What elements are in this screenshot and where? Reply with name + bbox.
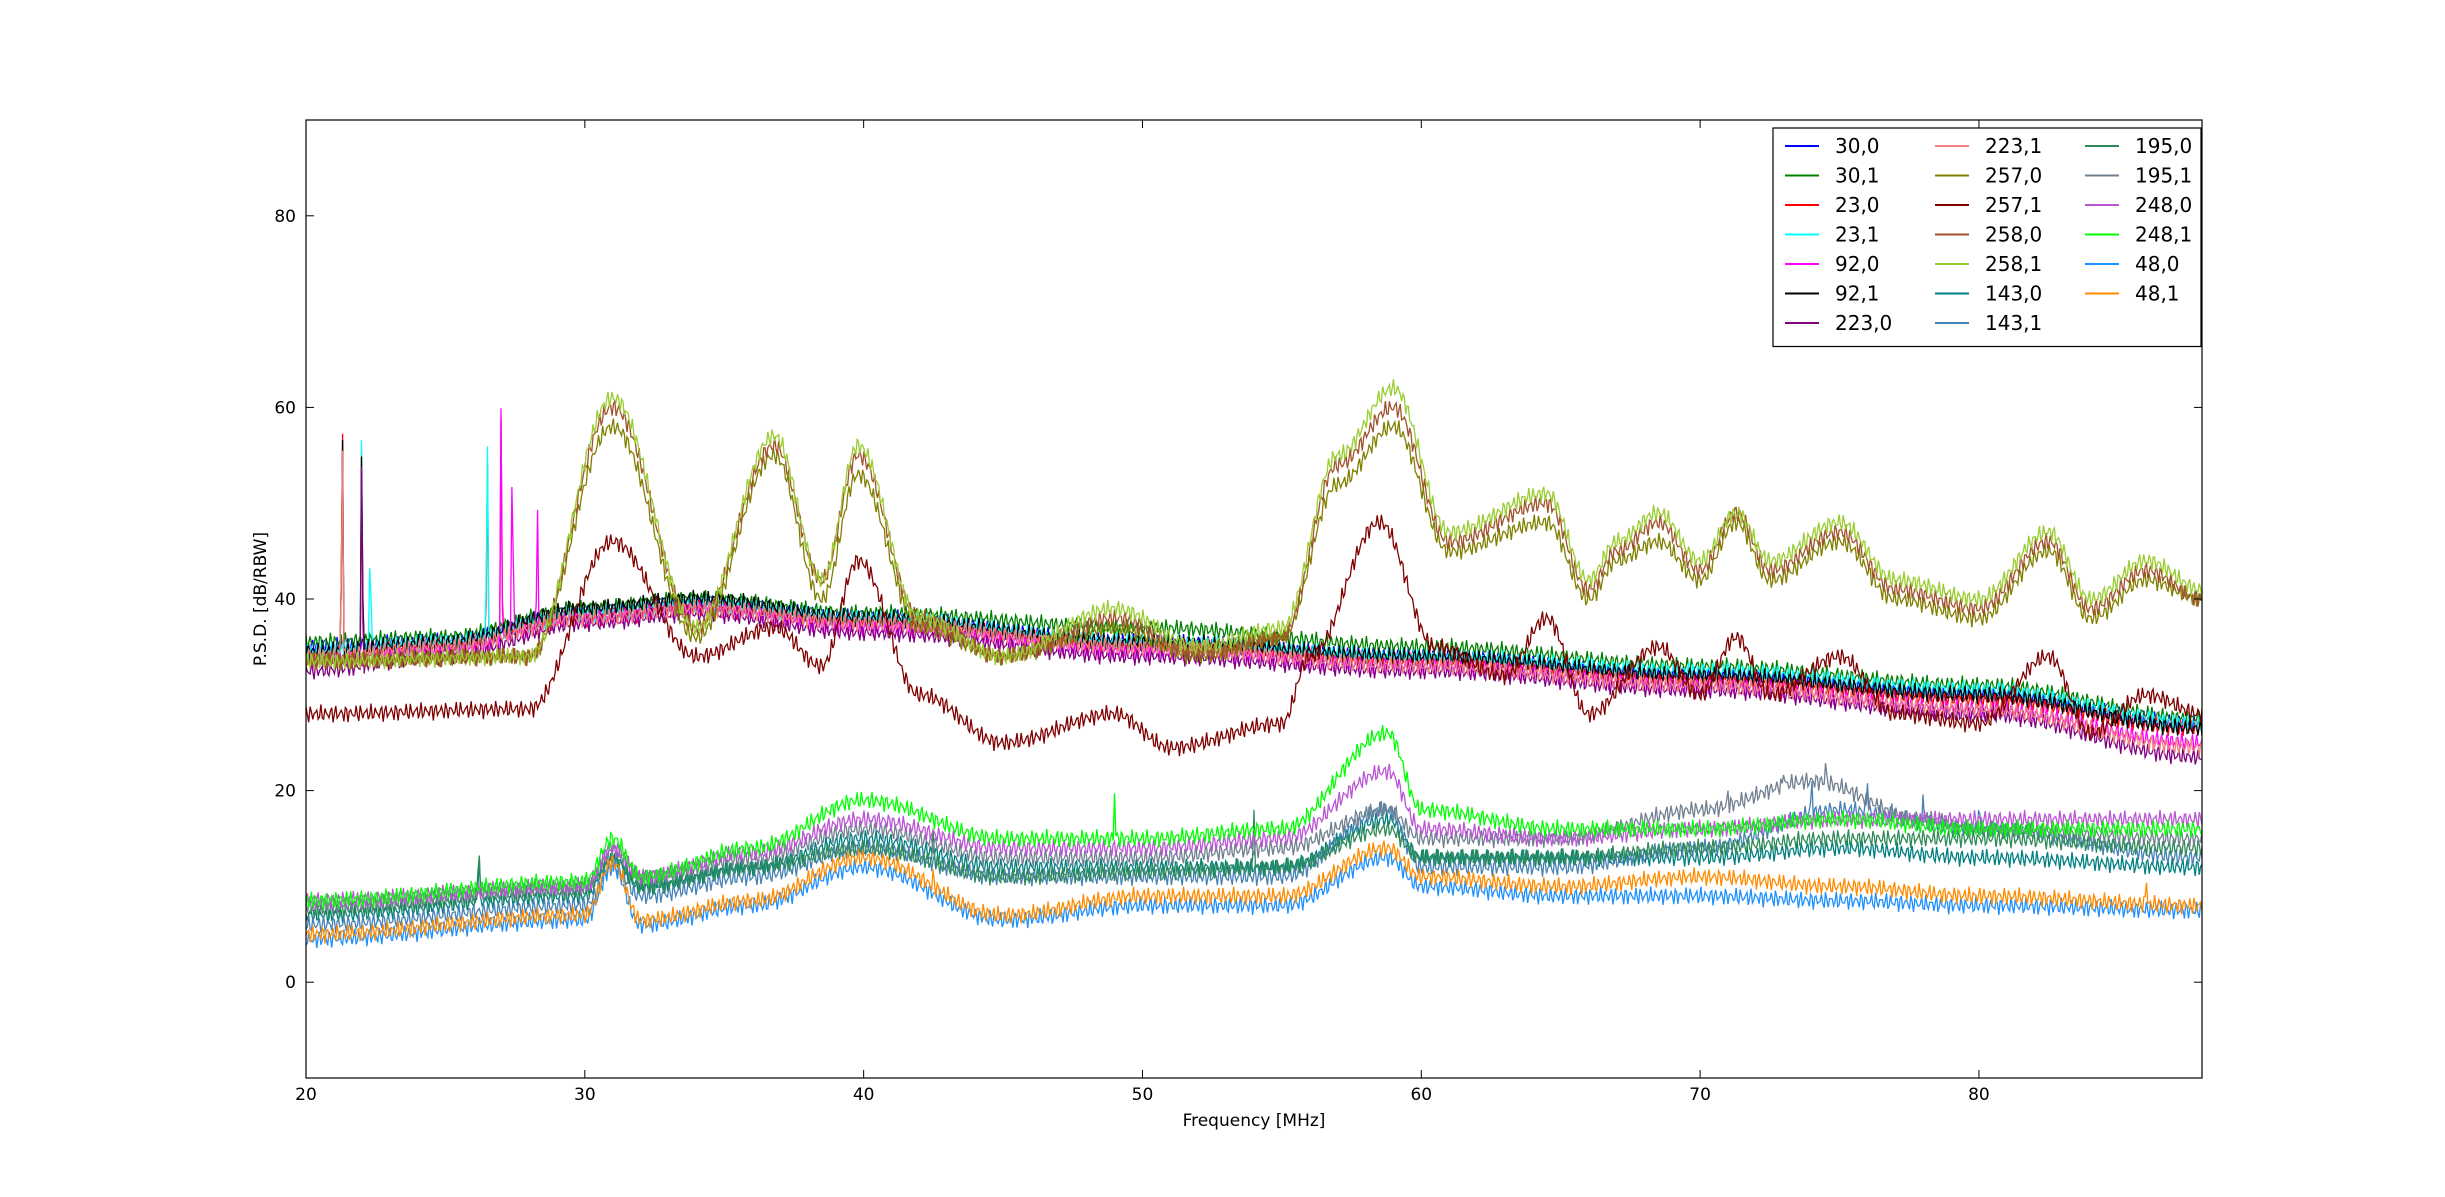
legend-label: 48,1 <box>2135 282 2180 306</box>
series-line <box>306 379 2202 671</box>
legend-label: 23,1 <box>1835 223 1880 247</box>
legend-label: 257,0 <box>1985 164 2042 188</box>
legend-label: 92,0 <box>1835 252 1880 276</box>
legend: 30,0 30,1 23,0 23,1 92,0 92,1 223,0 223,1 257,0 2… <box>1772 127 2202 348</box>
x-tick-label: 60 <box>1410 1085 1432 1105</box>
legend-label: 257,1 <box>1985 193 2042 217</box>
series-line <box>306 450 2202 756</box>
legend-label: 143,0 <box>1985 282 2042 306</box>
series-line <box>306 810 2202 924</box>
x-tick-label: 20 <box>295 1085 317 1105</box>
legend-label: 258,1 <box>1985 252 2042 276</box>
legend-label: 195,0 <box>2135 134 2192 158</box>
series-line <box>306 514 2202 757</box>
y-tick-label: 20 <box>274 782 296 802</box>
y-tick-label: 60 <box>274 398 296 418</box>
x-tick-label: 50 <box>1132 1085 1154 1105</box>
x-axis-label: Frequency [MHz] <box>1183 1111 1326 1131</box>
x-tick-label: 70 <box>1689 1085 1711 1105</box>
legend-label: 248,0 <box>2135 193 2192 217</box>
series-line <box>306 763 2202 915</box>
legend-label: 48,0 <box>2135 252 2180 276</box>
x-tick-label: 30 <box>574 1085 596 1105</box>
legend-label: 23,0 <box>1835 193 1880 217</box>
legend-label: 258,0 <box>1985 223 2042 247</box>
series-line <box>306 466 2202 765</box>
series-line <box>306 725 2202 911</box>
y-tick-label: 40 <box>274 590 296 610</box>
legend-box <box>1772 127 2202 348</box>
legend-label: 92,1 <box>1835 282 1880 306</box>
legend-label: 195,1 <box>2135 164 2192 188</box>
x-tick-label: 40 <box>853 1085 875 1105</box>
series-line <box>306 400 2202 671</box>
legend-label: 30,1 <box>1835 164 1880 188</box>
series-layer <box>306 379 2202 949</box>
axis-ticks: 20 30 40 50 60 70 80 0 20 40 60 80 <box>274 120 2202 1105</box>
y-tick-label: 0 <box>285 973 296 993</box>
series-line <box>306 840 2202 944</box>
legend-label: 223,0 <box>1835 311 1892 335</box>
series-line <box>306 849 2202 949</box>
legend-label: 248,1 <box>2135 223 2192 247</box>
legend-label: 223,1 <box>1985 134 2042 158</box>
x-tick-label: 80 <box>1968 1085 1990 1105</box>
y-axis-label: P.S.D. [dB/RBW] <box>251 532 271 666</box>
legend-label: 143,1 <box>1985 311 2042 335</box>
legend-label: 30,0 <box>1835 134 1880 158</box>
y-tick-label: 80 <box>274 207 296 227</box>
